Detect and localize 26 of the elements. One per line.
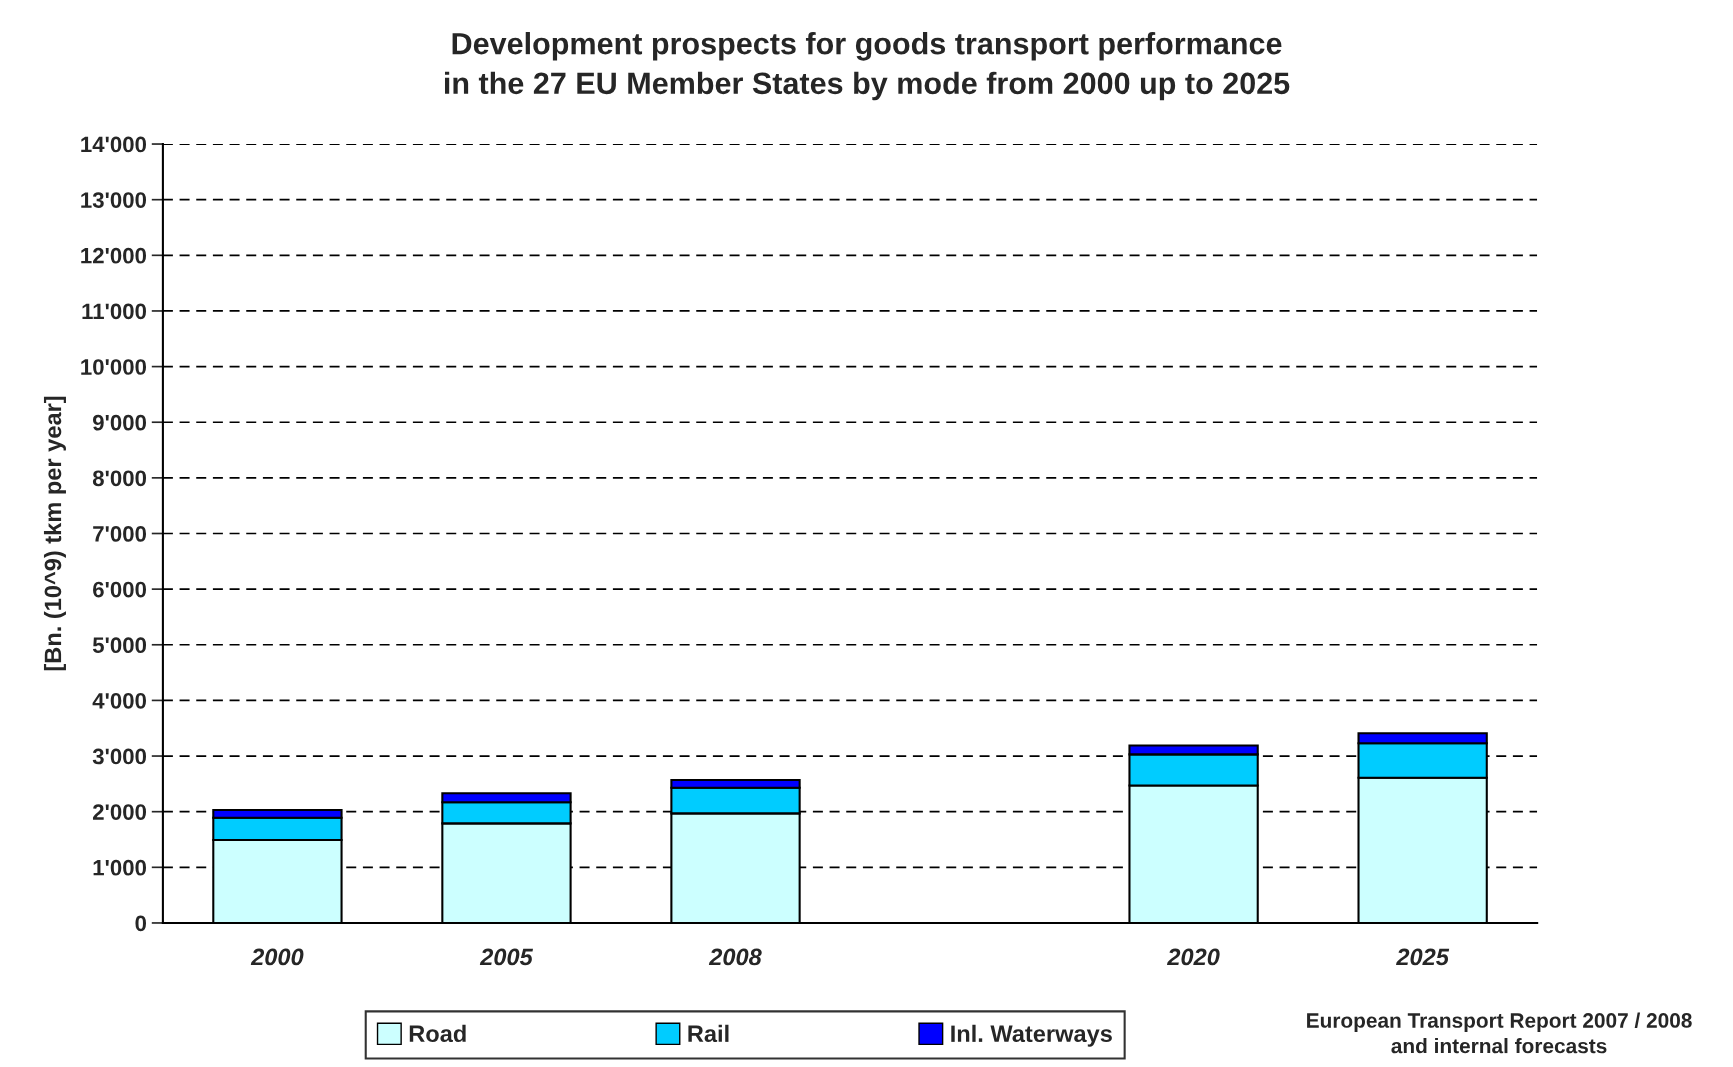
y-tick-label: 8'000: [92, 470, 147, 487]
x-tick-label: 2020: [1166, 948, 1220, 966]
y-tick-label: 13'000: [81, 192, 147, 208]
y-tick-label: 0: [135, 915, 147, 932]
x-tick-label: 2025: [1396, 948, 1450, 966]
y-tick-label: 12'000: [81, 247, 147, 264]
y-tick-label: 9'000: [92, 414, 147, 431]
y-tick-label: 10'000: [81, 359, 147, 375]
legend-label: Rail: [688, 1024, 729, 1043]
y-axis-title: [Bn. (10^9) tkm per year]: [43, 396, 66, 671]
y-tick-label: 2'000: [92, 804, 147, 820]
y-tick-label: 5'000: [92, 637, 147, 654]
legend-label: Road: [409, 1024, 466, 1043]
y-tick-label: 3'000: [92, 748, 147, 765]
legend-label: Inl. Waterways: [951, 1024, 1112, 1047]
y-tick-label: 1'000: [93, 859, 147, 876]
y-tick-label: 7'000: [93, 526, 147, 542]
text: European Transport Report 2007 / 2008 and internal forecasts: [1307, 1012, 1692, 1054]
x-tick-label: 2000: [250, 948, 304, 966]
x-tick-label: 2008: [708, 948, 762, 966]
y-tick-label: 14'000: [81, 136, 147, 153]
y-tick-label: 6'000: [93, 581, 147, 598]
chart-title: Development prospects for goods transport performance in the 27 EU Member States by mode from 2000 up to 2025: [444, 32, 1290, 101]
y-tick-label: 11'000: [82, 303, 147, 320]
y-tick-label: 4'000: [92, 692, 147, 709]
x-tick-label: 2005: [479, 948, 534, 966]
